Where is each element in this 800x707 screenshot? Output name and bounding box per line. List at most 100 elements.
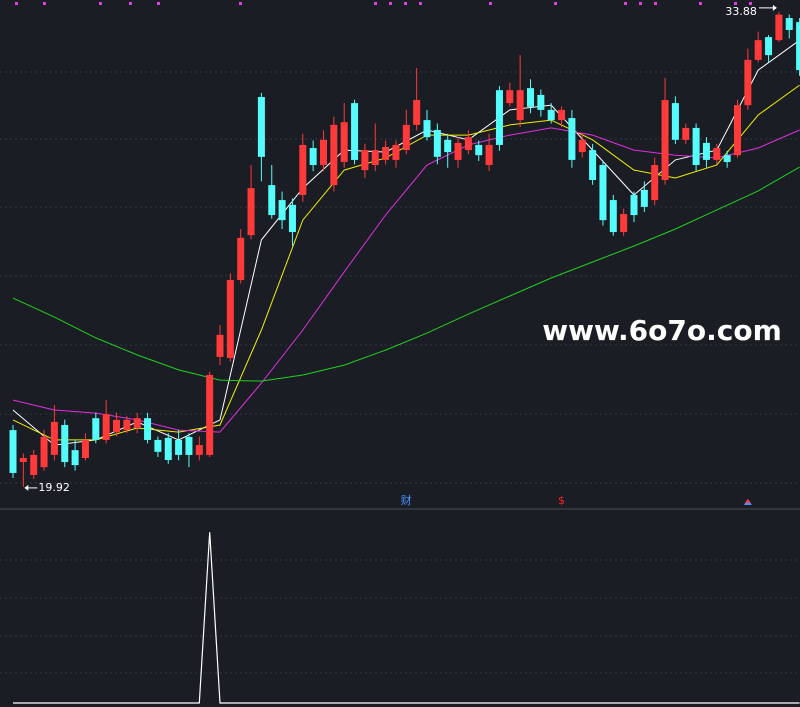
candle-body bbox=[558, 109, 566, 121]
candle-body bbox=[413, 100, 421, 125]
candle-body bbox=[423, 120, 431, 138]
candle-body bbox=[9, 430, 17, 473]
candle-body bbox=[226, 280, 234, 358]
candle-body bbox=[506, 90, 514, 104]
marker-dot bbox=[699, 2, 702, 5]
candle-body bbox=[495, 90, 503, 145]
candle-body bbox=[237, 237, 245, 281]
candle-body bbox=[568, 118, 576, 160]
candle-body bbox=[630, 194, 638, 216]
candle-body bbox=[340, 122, 348, 162]
candle-body bbox=[702, 142, 710, 160]
annotation-label: 33.88 bbox=[725, 5, 757, 18]
candle-body bbox=[195, 445, 203, 455]
candle-body bbox=[144, 418, 152, 440]
candle-body bbox=[734, 105, 741, 156]
marker-dot bbox=[654, 2, 657, 5]
candle-body bbox=[81, 439, 89, 458]
marker-dot bbox=[99, 2, 102, 5]
candle-body bbox=[433, 129, 441, 157]
candle-body bbox=[175, 439, 183, 455]
candle-body bbox=[330, 124, 338, 186]
candle-body bbox=[113, 419, 120, 433]
candle-body bbox=[92, 418, 100, 440]
candle-body bbox=[185, 436, 193, 455]
candle-body bbox=[247, 188, 255, 236]
candle-body bbox=[516, 90, 524, 121]
marker-dot bbox=[15, 2, 18, 5]
candle-body bbox=[320, 139, 327, 166]
candle-body bbox=[723, 155, 731, 162]
candle-body bbox=[754, 40, 762, 60]
annotation-arrowhead bbox=[772, 4, 777, 11]
candle-body bbox=[257, 96, 265, 157]
marker-dot bbox=[639, 2, 642, 5]
candle-body bbox=[61, 424, 69, 463]
candle-body bbox=[454, 142, 462, 160]
candle-body bbox=[578, 139, 586, 153]
candle-body bbox=[765, 37, 773, 56]
candle-body bbox=[361, 150, 369, 171]
marker-dot bbox=[554, 2, 557, 5]
event-marker: 财 bbox=[401, 493, 412, 507]
top-markers bbox=[15, 2, 752, 5]
indicator-line bbox=[13, 532, 800, 704]
candle-body bbox=[775, 14, 783, 41]
candle-body bbox=[71, 450, 79, 466]
candle-body bbox=[599, 165, 607, 221]
candle-body bbox=[651, 165, 659, 201]
marker-dot bbox=[157, 2, 160, 5]
candle-body bbox=[382, 146, 390, 160]
candle-body bbox=[547, 109, 555, 121]
candle-body bbox=[444, 139, 452, 153]
candle-body bbox=[796, 22, 800, 71]
candle-body bbox=[713, 148, 721, 160]
candle-body bbox=[268, 185, 276, 216]
candle-body bbox=[164, 437, 172, 461]
candle-body bbox=[40, 436, 48, 468]
candle-body bbox=[216, 334, 224, 357]
candle-body bbox=[371, 150, 379, 166]
candle-body bbox=[309, 148, 317, 166]
candle-body bbox=[402, 124, 410, 151]
candle-body bbox=[464, 137, 472, 151]
candle-body bbox=[206, 374, 214, 455]
candle-body bbox=[671, 103, 679, 140]
candle-body bbox=[537, 94, 545, 110]
watermark: www.6o7o.com bbox=[542, 314, 782, 347]
marker-dot bbox=[749, 2, 752, 5]
candle-body bbox=[102, 414, 110, 440]
candle-body bbox=[50, 421, 58, 455]
marker-dot bbox=[374, 2, 377, 5]
candle-body bbox=[785, 18, 793, 30]
candle-body bbox=[527, 88, 534, 107]
event-marker bbox=[744, 499, 751, 503]
candle-body bbox=[692, 127, 700, 166]
candle-body bbox=[744, 59, 752, 106]
candle-body bbox=[351, 103, 359, 160]
candle-body bbox=[392, 144, 400, 160]
candle-body bbox=[154, 439, 162, 452]
marker-dot bbox=[624, 2, 627, 5]
candle-body bbox=[609, 200, 617, 233]
marker-dot bbox=[404, 2, 407, 5]
candle-body bbox=[19, 457, 27, 463]
candle-body bbox=[30, 454, 38, 475]
candle-body bbox=[123, 419, 131, 431]
marker-dot bbox=[419, 2, 422, 5]
candle-body bbox=[485, 144, 493, 166]
candle-body bbox=[278, 200, 286, 221]
candle-body bbox=[475, 144, 483, 156]
candle-body bbox=[133, 418, 141, 429]
ma-line bbox=[12, 166, 800, 382]
annotation-label: 19.92 bbox=[38, 481, 70, 494]
marker-dot bbox=[734, 2, 737, 5]
marker-dot bbox=[489, 2, 492, 5]
marker-dot bbox=[43, 2, 46, 5]
candle-body bbox=[589, 150, 597, 180]
candle-body bbox=[299, 144, 307, 195]
annotation-arrowhead bbox=[24, 484, 29, 491]
